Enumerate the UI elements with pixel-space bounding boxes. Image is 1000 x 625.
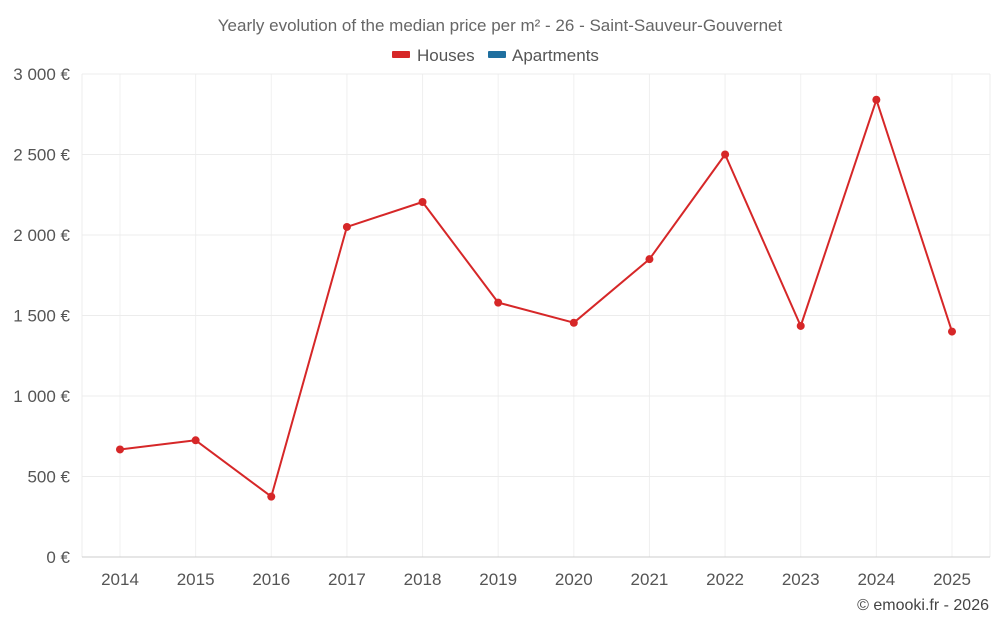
legend-swatch-houses bbox=[392, 51, 410, 58]
y-tick-label: 0 € bbox=[46, 548, 70, 567]
x-tick-label: 2014 bbox=[101, 570, 139, 589]
y-tick-label: 1 500 € bbox=[13, 307, 70, 326]
chart-title: Yearly evolution of the median price per… bbox=[218, 16, 783, 35]
x-tick-label: 2024 bbox=[857, 570, 895, 589]
x-tick-label: 2016 bbox=[252, 570, 290, 589]
y-tick-label: 3 000 € bbox=[13, 65, 70, 84]
y-tick-label: 2 000 € bbox=[13, 226, 70, 245]
legend-item-houses[interactable]: Houses bbox=[392, 46, 475, 65]
x-tick-label: 2025 bbox=[933, 570, 971, 589]
x-tick-label: 2021 bbox=[631, 570, 669, 589]
data-point-houses[interactable] bbox=[342, 222, 351, 231]
x-axis-tick-labels: 2014 2015 2016 2017 2018 2019 2020 2021 2022 2023… bbox=[101, 570, 971, 589]
x-tick-label: 2023 bbox=[782, 570, 820, 589]
y-axis-tick-labels: 0 € 500 € 1 000 € 1 500 € 2 000 € 2 500 € 3 00… bbox=[13, 65, 70, 567]
data-point-houses[interactable] bbox=[267, 492, 276, 501]
legend-label-apartments: Apartments bbox=[512, 46, 599, 65]
series-line-houses bbox=[119, 98, 953, 498]
data-point-houses[interactable] bbox=[116, 445, 124, 454]
data-point-houses[interactable] bbox=[872, 95, 881, 104]
y-tick-label: 1 000 € bbox=[13, 387, 70, 406]
data-point-houses[interactable] bbox=[645, 255, 654, 264]
data-point-houses[interactable] bbox=[569, 318, 578, 327]
x-tick-label: 2020 bbox=[555, 570, 593, 589]
legend-swatch-apartments bbox=[488, 51, 506, 58]
data-point-houses[interactable] bbox=[796, 321, 805, 330]
y-tick-label: 2 500 € bbox=[13, 146, 70, 165]
series-layer bbox=[116, 95, 956, 501]
legend-label-houses: Houses bbox=[417, 46, 475, 65]
x-tick-label: 2015 bbox=[177, 570, 215, 589]
legend: Houses Apartments bbox=[392, 46, 599, 65]
data-point-houses[interactable] bbox=[494, 298, 503, 307]
data-point-houses[interactable] bbox=[948, 327, 956, 336]
data-point-houses[interactable] bbox=[191, 436, 200, 445]
x-tick-label: 2019 bbox=[479, 570, 517, 589]
x-tick-label: 2018 bbox=[404, 570, 442, 589]
x-tick-label: 2022 bbox=[706, 570, 744, 589]
credit-text: © emooki.fr - 2026 bbox=[857, 597, 989, 614]
y-tick-label: 500 € bbox=[27, 468, 70, 487]
legend-item-apartments[interactable]: Apartments bbox=[488, 46, 599, 65]
data-point-houses[interactable] bbox=[418, 197, 427, 206]
data-point-houses[interactable] bbox=[721, 150, 730, 159]
horizontal-gridlines bbox=[82, 73, 990, 477]
x-tick-label: 2017 bbox=[328, 570, 366, 589]
